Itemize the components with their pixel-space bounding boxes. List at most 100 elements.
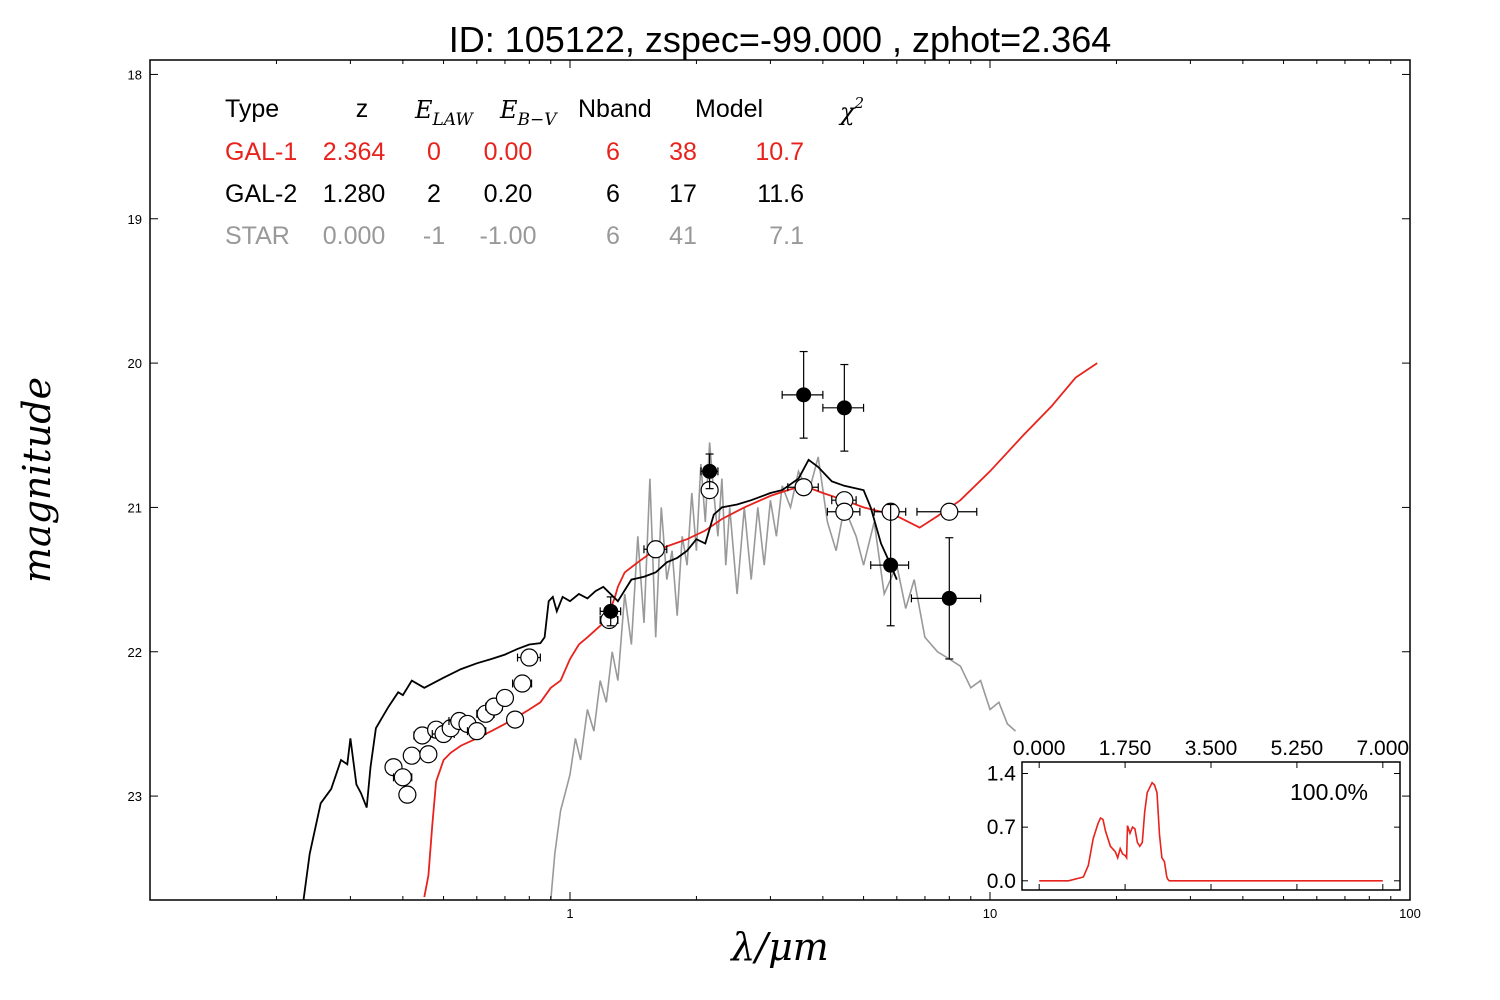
model-point-marker [419, 745, 438, 764]
plot-frame [149, 59, 1411, 901]
fit-cell-ebv: -1.00 [480, 222, 537, 250]
fit-table: Type z ELAW EB−V Nband Model χ2 GAL-1 2.3… [225, 94, 864, 250]
header-elaw: ELAW [414, 96, 474, 130]
inset-x-tick-label: 7.000 [1357, 737, 1410, 760]
y-tick-label: 20 [128, 356, 142, 371]
fit-cell-type: GAL-2 [225, 180, 297, 208]
fit-cell-elaw: -1 [423, 222, 445, 250]
model-point-marker [835, 502, 854, 521]
x-tick-label: 100 [1399, 906, 1421, 921]
inset-x-tick-label: 5.250 [1271, 737, 1324, 760]
model-point-marker [646, 540, 665, 559]
inset-pdf-line [1039, 781, 1383, 882]
inset-y-tick-label: 1.4 [987, 762, 1017, 785]
sed-line-gal1 [423, 362, 1098, 898]
fit-cell-type: GAL-1 [225, 138, 297, 166]
fit-cell-model: 41 [669, 222, 697, 250]
model-photometry-point [495, 688, 515, 708]
model-photometry-point [826, 502, 861, 521]
fit-cell-ebv: 0.00 [484, 138, 533, 166]
inset-percent-label: 100.0% [1290, 779, 1368, 805]
inset-x-tick-label: 1.750 [1099, 737, 1152, 760]
observed-point-marker [941, 590, 957, 606]
fit-cell-z: 1.280 [323, 180, 386, 208]
header-chi: χ [838, 98, 856, 126]
fit-row-star: STAR 0.000 -1 -1.00 6 41 7.1 [225, 222, 804, 250]
fit-cell-ebv: 0.20 [484, 180, 533, 208]
model-point-marker [398, 785, 417, 804]
fit-cell-nband: 6 [606, 222, 620, 250]
sed-line-gal2 [302, 458, 898, 901]
fit-cell-z: 2.364 [323, 138, 386, 166]
fit-table-header: Type z ELAW EB−V Nband Model χ2 [225, 94, 864, 130]
fit-cell-chi2: 7.1 [769, 222, 804, 250]
observed-photometry-point [910, 537, 982, 660]
model-photometry-point [643, 540, 668, 559]
observed-point-marker [702, 463, 718, 479]
header-chi2: χ2 [838, 94, 864, 126]
inset-pdf-layer [1039, 781, 1383, 882]
model-photometry-point [402, 746, 421, 765]
photometry-points-layer [384, 350, 982, 804]
model-point-marker [520, 648, 539, 667]
header-ebv-sub: B−V [517, 110, 559, 130]
x-tick-label: 10 [983, 906, 997, 921]
x-tick-label: 1 [566, 906, 573, 921]
observed-point-marker [836, 400, 852, 416]
model-point-marker [467, 722, 486, 741]
fit-cell-type: STAR [225, 222, 290, 250]
observed-point-marker [883, 557, 899, 573]
fit-cell-chi2: 10.7 [755, 138, 804, 166]
observed-photometry-point [870, 503, 910, 627]
y-tick-label: 19 [128, 212, 142, 227]
model-photometry-point [787, 478, 819, 497]
header-z: z [356, 95, 369, 123]
header-elaw-e: E [414, 96, 433, 124]
fit-cell-nband: 6 [606, 138, 620, 166]
model-point-marker [495, 688, 515, 708]
observed-point-marker [603, 603, 619, 619]
chart-title: ID: 105122, zspec=-99.000 , zphot=2.364 [449, 19, 1111, 60]
observed-point-marker [796, 387, 812, 403]
fit-cell-z: 0.000 [323, 222, 386, 250]
y-tick-label: 21 [128, 500, 142, 515]
fit-cell-nband: 6 [606, 180, 620, 208]
model-point-marker [794, 478, 813, 497]
model-point-marker [402, 746, 421, 765]
model-photometry-point [916, 502, 978, 521]
observed-photometry-point [700, 453, 719, 490]
fit-cell-model: 17 [669, 180, 697, 208]
fit-cell-elaw: 0 [427, 138, 441, 166]
model-point-marker [513, 674, 532, 693]
model-photometry-point [511, 674, 533, 693]
model-photometry-point [392, 768, 413, 787]
fit-table-rows: GAL-1 2.364 0 0.00 6 38 10.7 GAL-2 1.280 2 0.20 6 17… [225, 138, 804, 250]
model-point-marker [393, 768, 412, 787]
sed-series-layer [302, 362, 1098, 901]
fit-row-gal-1: GAL-1 2.364 0 0.00 6 38 10.7 [225, 138, 804, 166]
inset-x-ticks: 0.000 1.750 3.500 5.250 7.000 [1013, 737, 1409, 890]
model-photometry-point [398, 785, 417, 804]
inset-y-ticks: 0.0 0.7 1.4 [987, 762, 1400, 893]
fit-row-gal-2: GAL-2 1.280 2 0.20 6 17 11.6 [225, 180, 804, 208]
y-axis-label: magnitude [15, 377, 59, 583]
inset-y-tick-label: 0.0 [987, 870, 1016, 893]
observed-photometry-point [822, 363, 865, 452]
inset-x-tick-label: 3.500 [1185, 737, 1238, 760]
model-point-marker [940, 502, 959, 521]
header-model: Model [695, 95, 763, 123]
header-ebv: EB−V [499, 96, 558, 130]
y-tick-label: 18 [128, 67, 142, 82]
header-elaw-sub: LAW [432, 110, 475, 130]
x-axis-label: λ/μm [729, 925, 829, 969]
fit-cell-chi2: 11.6 [757, 180, 804, 208]
y-tick-label: 22 [128, 645, 142, 660]
sed-line-star [550, 442, 1017, 901]
observed-photometry-point [599, 596, 622, 627]
inset-x-tick-label: 0.000 [1013, 737, 1066, 760]
header-chi-sup: 2 [854, 94, 865, 112]
model-photometry-point [419, 745, 438, 764]
